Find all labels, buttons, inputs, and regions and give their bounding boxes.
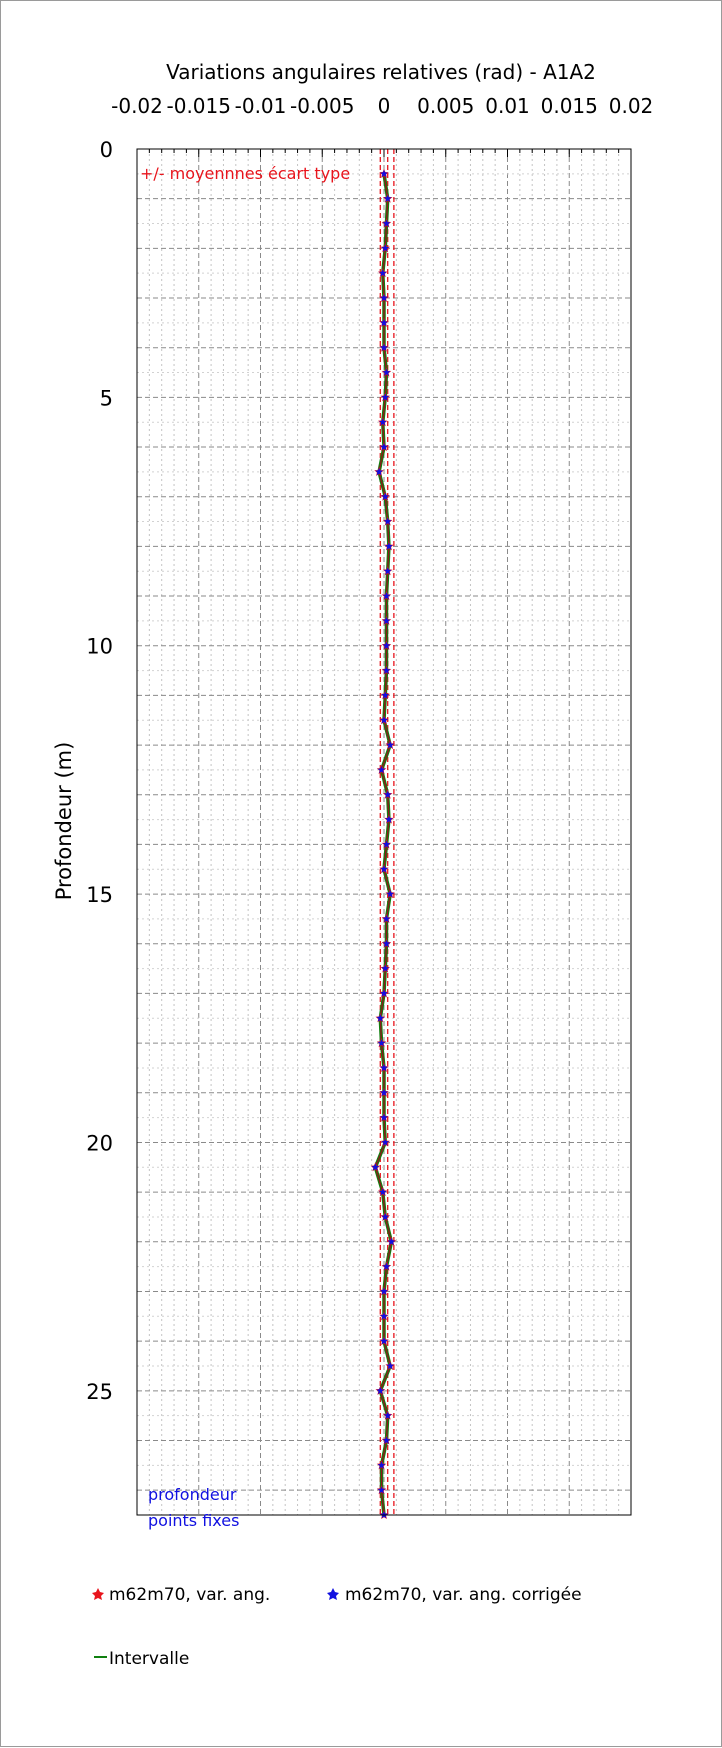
- corrected-point: [380, 318, 388, 327]
- corrected-point: [376, 1386, 385, 1395]
- x-tick-label: 0.005: [417, 94, 474, 118]
- y-tick-label: 25: [86, 1380, 113, 1404]
- corrected-point: [377, 1039, 386, 1047]
- y-tick-labels: 0 5 10 15 20 25: [86, 138, 113, 1404]
- corrected-point: [377, 1461, 386, 1469]
- corrected-point: [380, 716, 388, 724]
- corrected-point: [385, 815, 393, 823]
- corrected-point: [380, 989, 388, 997]
- corrected-point: [383, 567, 392, 575]
- x-tick-label: -0.015: [167, 94, 231, 118]
- y-axis-label: Profondeur (m): [52, 742, 76, 901]
- x-tick-label: 0.015: [541, 94, 598, 118]
- corrected-point: [379, 418, 387, 426]
- corrected-point: [380, 1113, 388, 1121]
- corrected-point: [379, 269, 387, 277]
- x-tick-label: 0.02: [609, 94, 654, 118]
- y-tick-label: 0: [100, 138, 113, 162]
- legend-item-raw: m62m70, var. ang.: [92, 1585, 270, 1605]
- plot-border: [136, 148, 632, 1516]
- x-tick-label: -0.01: [235, 94, 287, 118]
- fixed-points-annotation-line2: points fixes: [148, 1511, 239, 1530]
- corrected-point: [383, 517, 392, 525]
- chart-title: Variations angulaires relatives (rad) - …: [166, 60, 596, 84]
- corrected-point: [380, 294, 388, 302]
- corrected-point: [381, 492, 389, 500]
- legend-label-raw: m62m70, var. ang.: [109, 1585, 270, 1605]
- corrected-point: [383, 194, 392, 202]
- corrected-point: [380, 443, 388, 451]
- corrected-point: [385, 542, 393, 550]
- legend-item-interval: Intervalle: [94, 1649, 189, 1669]
- corrected-point: [381, 1213, 389, 1221]
- corrected-point: [386, 741, 394, 749]
- corrected-point: [377, 765, 386, 774]
- corrected-point: [380, 169, 388, 178]
- corrected-point: [386, 1362, 394, 1370]
- corrected-point: [376, 1014, 385, 1022]
- corrected-point: [377, 1486, 386, 1494]
- series-layer: [370, 168, 397, 1519]
- corrected-point: [382, 939, 391, 947]
- corrected-point: [380, 343, 388, 351]
- legend: m62m70, var. ang. m62m70, var. ang. corr…: [92, 1585, 582, 1669]
- corrected-point: [383, 1411, 392, 1419]
- corrected-point: [387, 1237, 396, 1245]
- y-tick-label: 10: [86, 635, 113, 659]
- corrected-point: [380, 865, 388, 873]
- legend-label-corrected: m62m70, var. ang. corrigée: [345, 1585, 582, 1605]
- corrected-point: [382, 368, 391, 376]
- y-tick-label: 5: [100, 386, 113, 410]
- corrected-point: [379, 1188, 387, 1196]
- legend-item-corrected: m62m70, var. ang. corrigée: [327, 1585, 582, 1605]
- corrected-point: [382, 1262, 391, 1270]
- std-band-label: +/- moyennnes écart type: [140, 164, 350, 183]
- corrected-point: [381, 393, 389, 401]
- fixed-points-annotation-line1: profondeur: [148, 1485, 237, 1504]
- legend-marker-red-star: [92, 1588, 104, 1600]
- corrected-point: [380, 1287, 388, 1295]
- corrected-point: [382, 616, 391, 625]
- y-tick-label: 15: [86, 883, 113, 907]
- corrected-point: [381, 691, 389, 699]
- corrected-point: [375, 467, 383, 476]
- x-tick-label: -0.005: [290, 94, 354, 118]
- corrected-point: [386, 890, 394, 898]
- x-tick-label: -0.02: [111, 94, 163, 118]
- corrected-point: [382, 641, 391, 649]
- corrected-point: [380, 1337, 388, 1345]
- corrected-point: [382, 1436, 391, 1444]
- corrected-point: [371, 1163, 380, 1171]
- corrected-point: [382, 666, 391, 674]
- x-tick-label: 0: [378, 94, 391, 118]
- x-tick-label: 0.01: [485, 94, 530, 118]
- corrected-point: [382, 914, 391, 923]
- corrected-point: [382, 592, 391, 600]
- corrected-point: [380, 1088, 388, 1096]
- legend-marker-blue-star: [327, 1588, 339, 1600]
- corrected-point: [382, 219, 391, 227]
- corrected-point: [381, 1138, 389, 1146]
- y-tick-label: 20: [86, 1131, 113, 1155]
- corrected-point: [380, 1063, 388, 1072]
- x-tick-labels: -0.02 -0.015 -0.01 -0.005 0 0.005 0.01 0.015 0.0…: [111, 94, 653, 118]
- corrected-point: [381, 964, 389, 972]
- corrected-point: [382, 840, 391, 848]
- corrected-point: [381, 244, 389, 252]
- corrected-point: [380, 1312, 388, 1320]
- legend-label-interval: Intervalle: [109, 1649, 189, 1669]
- corrected-point: [383, 790, 392, 798]
